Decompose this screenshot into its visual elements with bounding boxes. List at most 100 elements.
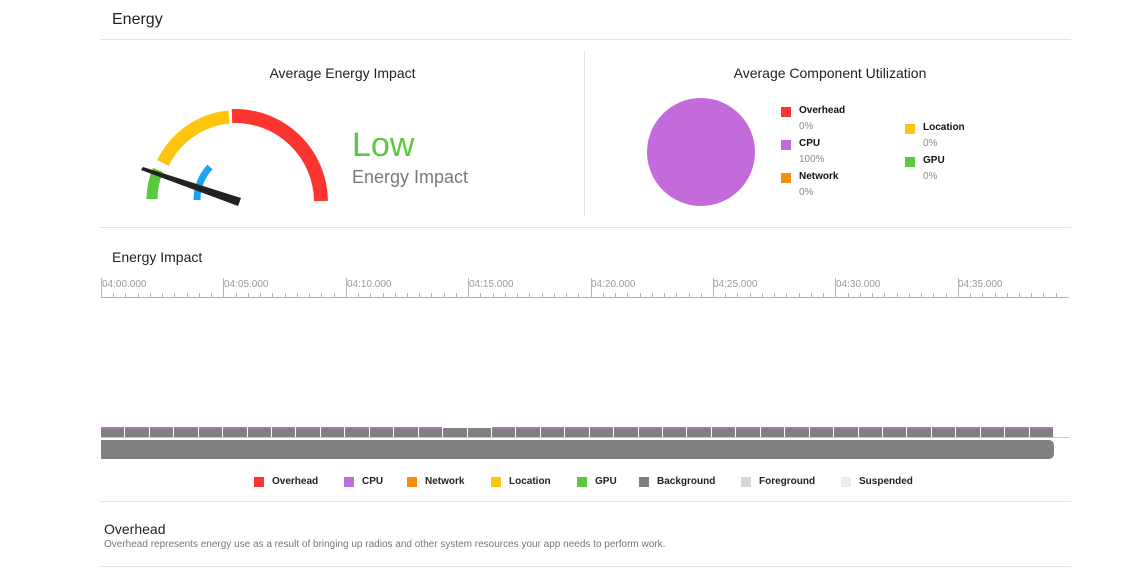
energy-gauge (141, 108, 328, 206)
minor-tick (358, 293, 359, 298)
gauge-needle-icon (141, 167, 241, 206)
minor-tick (786, 293, 787, 298)
tick-label: 04:10.000 (347, 279, 392, 290)
minor-tick (517, 293, 518, 298)
minor-tick (370, 293, 371, 298)
minor-tick (762, 293, 763, 298)
minor-tick (848, 293, 849, 298)
minor-tick (921, 293, 922, 298)
energy-segment (859, 427, 882, 437)
energy-segment (565, 427, 589, 437)
description-title: Overhead (104, 521, 166, 537)
tick-label: 04:20.000 (591, 279, 636, 290)
gauge-medium-arc (157, 110, 230, 166)
energy-segment (834, 427, 858, 437)
energy-segment (639, 427, 662, 437)
suspended-swatch-icon (841, 477, 851, 487)
minor-tick (737, 293, 738, 298)
time-ruler[interactable]: 04:00.000 04:05.000 04:10.000 04:15.000 … (101, 276, 1069, 298)
minor-tick (493, 293, 494, 298)
legend-value: 0% (799, 121, 814, 132)
energy-segment (174, 427, 198, 437)
energy-segment (736, 427, 760, 437)
minor-tick (505, 293, 506, 298)
energy-segment (761, 427, 784, 437)
legend-label: CPU (362, 476, 384, 487)
tick-label: 04:35.000 (958, 279, 1003, 290)
minor-tick (1019, 293, 1020, 298)
minor-tick (321, 293, 322, 298)
background-state-bar (101, 440, 1054, 459)
utilization-panel-title: Average Component Utilization (733, 65, 927, 81)
energy-impact-label: Energy Impact (352, 167, 469, 187)
energy-segment (785, 427, 809, 437)
energy-segment (492, 427, 515, 437)
minor-tick (309, 293, 310, 298)
minor-tick (799, 293, 800, 298)
energy-segment (687, 427, 711, 437)
minor-tick (627, 293, 628, 298)
gauge-high-arc (231, 108, 328, 202)
minor-tick (113, 293, 114, 298)
legend-value: 0% (799, 187, 814, 198)
energy-segment (443, 428, 467, 437)
energy-segment (345, 427, 369, 437)
minor-tick (150, 293, 151, 298)
energy-segment (1005, 427, 1029, 437)
track-baseline (101, 437, 1069, 438)
minor-tick (946, 293, 947, 298)
utilization-pie-chart (647, 98, 755, 206)
legend-label: Overhead (272, 476, 319, 487)
divider (100, 501, 1071, 502)
minor-tick (162, 293, 163, 298)
minor-tick (725, 293, 726, 298)
tick-label: 04:05.000 (224, 279, 269, 290)
legend-label: Background (657, 476, 716, 487)
minor-tick (138, 293, 139, 298)
cpu-swatch-icon (344, 477, 354, 487)
minor-tick (823, 293, 824, 298)
network-swatch-icon (407, 477, 417, 487)
minor-tick (872, 293, 873, 298)
energy-segment (663, 427, 686, 437)
minor-tick (970, 293, 971, 298)
panel-divider (584, 50, 585, 216)
minor-tick (566, 293, 567, 298)
minor-tick (125, 293, 126, 298)
legend-label: Suspended (859, 476, 913, 487)
energy-segment (981, 427, 1004, 437)
minor-tick (578, 293, 579, 298)
minor-tick (236, 293, 237, 298)
legend-value: 0% (923, 138, 938, 149)
major-tick (958, 278, 959, 298)
energy-segment (125, 427, 149, 437)
divider (100, 566, 1071, 567)
cpu-swatch-icon (781, 140, 791, 150)
minor-tick (603, 293, 604, 298)
energy-segment (150, 427, 173, 437)
minor-tick (456, 293, 457, 298)
minor-tick (407, 293, 408, 298)
minor-tick (664, 293, 665, 298)
timeline-title: Energy Impact (112, 249, 203, 265)
minor-tick (529, 293, 530, 298)
energy-segment (956, 427, 980, 437)
major-tick (713, 278, 714, 298)
legend-label: Foreground (759, 476, 816, 487)
legend-label: Location (509, 476, 551, 487)
energy-segment (419, 427, 442, 437)
energy-segment (883, 427, 906, 437)
energy-segment (223, 427, 247, 437)
legend-value: 0% (923, 171, 938, 182)
energy-segments (101, 427, 1054, 437)
major-tick (101, 278, 102, 298)
energy-segment (321, 427, 344, 437)
gpu-swatch-icon (577, 477, 587, 487)
energy-segment (907, 427, 931, 437)
minor-tick (701, 293, 702, 298)
network-swatch-icon (781, 173, 791, 183)
minor-tick (860, 293, 861, 298)
minor-tick (676, 293, 677, 298)
location-swatch-icon (491, 477, 501, 487)
minor-tick (260, 293, 261, 298)
